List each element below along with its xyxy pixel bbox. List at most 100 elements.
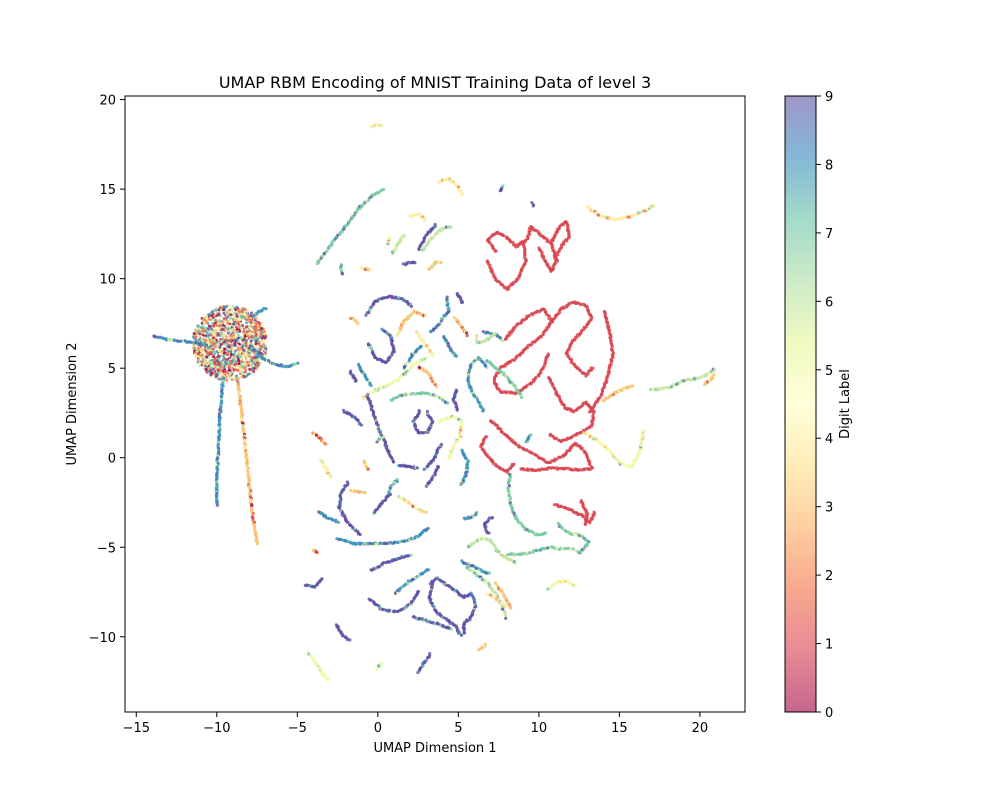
cluster-point xyxy=(245,336,249,340)
cluster-point xyxy=(233,342,236,346)
data-point xyxy=(591,366,595,370)
cluster-point xyxy=(210,368,214,372)
cluster-point xyxy=(233,368,237,372)
curve-digit-8 xyxy=(335,526,430,547)
mixed-cluster xyxy=(191,304,268,382)
cluster-point xyxy=(209,316,212,320)
curve-digit-1 xyxy=(485,224,559,273)
cluster-point xyxy=(192,332,196,335)
cluster-point xyxy=(243,361,247,365)
cluster-point xyxy=(229,316,232,320)
cluster-point xyxy=(209,373,213,377)
data-point xyxy=(423,314,427,318)
cluster-point xyxy=(235,305,239,309)
data-point xyxy=(493,332,498,336)
data-point xyxy=(465,334,469,338)
cluster-point xyxy=(254,336,258,340)
cluster-point xyxy=(228,347,232,351)
data-point xyxy=(513,561,517,565)
data-point xyxy=(380,124,385,128)
cluster-point xyxy=(238,342,242,346)
cluster-point xyxy=(208,312,212,315)
curve-digit-9 xyxy=(334,623,352,642)
cluster-point xyxy=(242,340,246,344)
cluster-point xyxy=(205,314,209,318)
cluster-point xyxy=(225,313,229,317)
cluster-point xyxy=(235,318,239,322)
data-point xyxy=(415,466,419,470)
cluster-point xyxy=(229,360,233,364)
data-point xyxy=(548,432,553,436)
curve-digit-8 xyxy=(459,448,470,487)
cluster-point xyxy=(210,331,214,334)
data-point xyxy=(522,255,527,259)
cluster-point xyxy=(201,328,205,331)
data-point xyxy=(253,526,257,530)
cluster-point xyxy=(240,310,244,314)
cluster-point xyxy=(242,366,246,370)
cluster-point xyxy=(246,317,250,321)
curve-digit-3 xyxy=(359,266,373,272)
cluster-point xyxy=(237,326,241,329)
data-point xyxy=(571,547,575,551)
cluster-point xyxy=(213,369,217,373)
cluster-point xyxy=(203,318,207,322)
cluster-point xyxy=(238,367,241,371)
data-point xyxy=(609,339,613,343)
curve-digit-6 xyxy=(467,536,517,565)
cluster-point xyxy=(261,334,265,338)
cluster-point xyxy=(191,346,195,350)
data-point xyxy=(189,340,194,344)
data-point xyxy=(551,317,556,321)
curve-digit-1 xyxy=(492,307,554,396)
cluster-point xyxy=(237,333,240,337)
cluster-point xyxy=(219,342,223,346)
cluster-point xyxy=(218,355,222,358)
curve-digit-7 xyxy=(315,187,386,266)
cluster-point xyxy=(203,359,207,362)
data-point xyxy=(631,384,635,388)
data-point xyxy=(446,401,450,405)
cluster-point xyxy=(245,321,248,325)
data-point xyxy=(583,522,587,527)
cluster-point xyxy=(222,355,226,358)
cluster-point xyxy=(241,344,245,348)
data-point xyxy=(462,631,466,635)
cluster-point xyxy=(206,369,210,373)
cluster-point xyxy=(213,333,217,337)
cluster-point xyxy=(250,311,253,315)
cluster-point xyxy=(223,336,227,340)
curve-digit-3 xyxy=(417,365,439,389)
cluster-point xyxy=(194,329,198,333)
cluster-point xyxy=(225,361,229,364)
data-point xyxy=(520,241,524,245)
data-point xyxy=(642,429,646,433)
data-point xyxy=(391,460,396,464)
cluster-point xyxy=(207,327,210,331)
cluster-point xyxy=(195,327,199,331)
data-point xyxy=(580,468,584,472)
cluster-point xyxy=(229,372,232,376)
data-point xyxy=(409,553,413,557)
curve-digit-9 xyxy=(455,291,464,305)
cluster-point xyxy=(219,321,222,325)
cluster-point xyxy=(226,336,230,340)
cluster-point xyxy=(194,336,198,340)
cluster-point xyxy=(238,370,242,374)
curve-digit-8 xyxy=(316,510,341,524)
cluster-point xyxy=(225,343,228,347)
data-point xyxy=(449,627,453,631)
cluster-point xyxy=(240,329,244,333)
curve-digit-8 xyxy=(214,376,226,507)
cluster-point xyxy=(199,326,203,329)
cluster-point xyxy=(247,351,251,355)
data-point xyxy=(243,438,247,442)
cluster-point xyxy=(242,352,246,356)
cluster-point xyxy=(205,362,209,366)
data-point xyxy=(296,361,300,365)
data-point xyxy=(439,442,444,447)
data-point xyxy=(607,366,611,370)
cluster-point xyxy=(204,327,208,331)
cluster-point xyxy=(228,369,232,372)
cluster-point xyxy=(204,352,207,356)
